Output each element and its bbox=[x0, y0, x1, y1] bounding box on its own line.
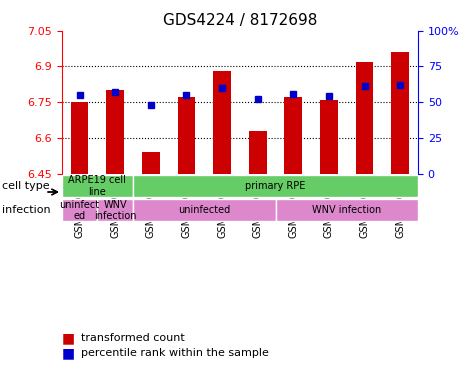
FancyBboxPatch shape bbox=[97, 199, 133, 222]
Text: infection: infection bbox=[2, 205, 51, 215]
Text: percentile rank within the sample: percentile rank within the sample bbox=[81, 348, 269, 358]
Title: GDS4224 / 8172698: GDS4224 / 8172698 bbox=[162, 13, 317, 28]
Bar bbox=[142, 152, 160, 174]
Text: ■: ■ bbox=[62, 331, 75, 345]
Bar bbox=[213, 71, 231, 174]
Text: cell type: cell type bbox=[2, 181, 50, 191]
Bar bbox=[356, 62, 373, 174]
FancyBboxPatch shape bbox=[62, 175, 133, 197]
Bar bbox=[71, 102, 88, 174]
Text: uninfected: uninfected bbox=[178, 205, 230, 215]
FancyBboxPatch shape bbox=[62, 199, 97, 222]
Bar bbox=[320, 100, 338, 174]
Text: ■: ■ bbox=[62, 346, 75, 360]
Text: uninfect
ed: uninfect ed bbox=[59, 200, 100, 221]
Text: WNV infection: WNV infection bbox=[312, 205, 381, 215]
Bar bbox=[285, 98, 302, 174]
Text: WNV
infection: WNV infection bbox=[94, 200, 136, 221]
FancyBboxPatch shape bbox=[133, 175, 418, 197]
Text: ARPE19 cell
line: ARPE19 cell line bbox=[68, 175, 126, 197]
Bar bbox=[106, 90, 124, 174]
FancyBboxPatch shape bbox=[276, 199, 418, 222]
Bar bbox=[391, 52, 409, 174]
Text: primary RPE: primary RPE bbox=[245, 181, 306, 191]
Text: transformed count: transformed count bbox=[81, 333, 184, 343]
FancyBboxPatch shape bbox=[133, 199, 276, 222]
Bar bbox=[249, 131, 266, 174]
Bar bbox=[178, 98, 195, 174]
